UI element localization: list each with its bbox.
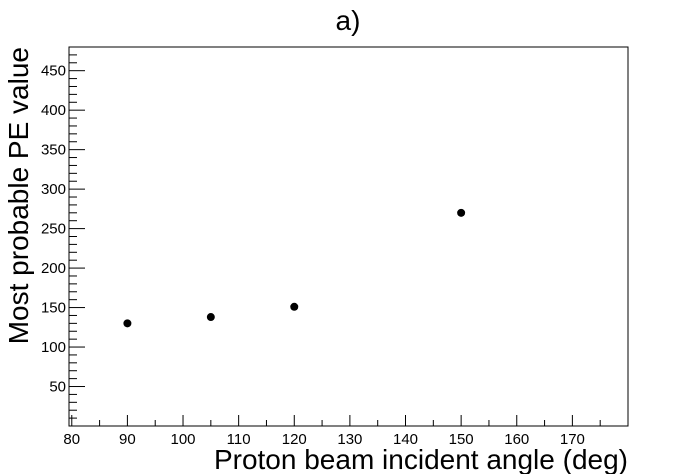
data-point	[123, 319, 132, 328]
data-points	[123, 208, 466, 328]
y-tick-label: 200	[41, 260, 66, 277]
y-tick-label: 150	[41, 300, 66, 317]
y-tick-label: 100	[41, 339, 66, 356]
y-axis: 50 100 150 200 250 300 350 400 450	[41, 54, 85, 419]
plot-frame	[68, 46, 629, 427]
x-tick-label: 150	[449, 431, 474, 448]
x-axis: 80 90 100 110 120 130 140 150 160 170	[63, 415, 601, 448]
x-tick-label: 140	[393, 431, 418, 448]
chart-title: a)	[336, 5, 361, 36]
x-tick-label: 130	[337, 431, 362, 448]
x-tick-label: 100	[171, 431, 196, 448]
y-tick-label: 350	[41, 142, 66, 159]
data-point	[290, 302, 299, 311]
y-tick-label: 400	[41, 102, 66, 119]
data-point	[457, 208, 466, 217]
x-tick-label: 110	[227, 431, 251, 448]
data-point	[206, 313, 215, 322]
x-tick-label: 170	[560, 431, 585, 448]
y-tick-label: 50	[49, 379, 66, 396]
x-tick-label: 160	[504, 431, 529, 448]
y-tick-label: 250	[41, 221, 66, 238]
y-tick-label: 450	[41, 63, 66, 80]
x-tick-label: 80	[63, 431, 80, 448]
y-axis-title: Most probable PE value	[3, 47, 34, 344]
y-tick-label: 300	[41, 181, 66, 198]
x-tick-label: 120	[282, 431, 307, 448]
x-tick-label: 90	[119, 431, 136, 448]
x-axis-title: Proton beam incident angle (deg)	[214, 444, 628, 474]
